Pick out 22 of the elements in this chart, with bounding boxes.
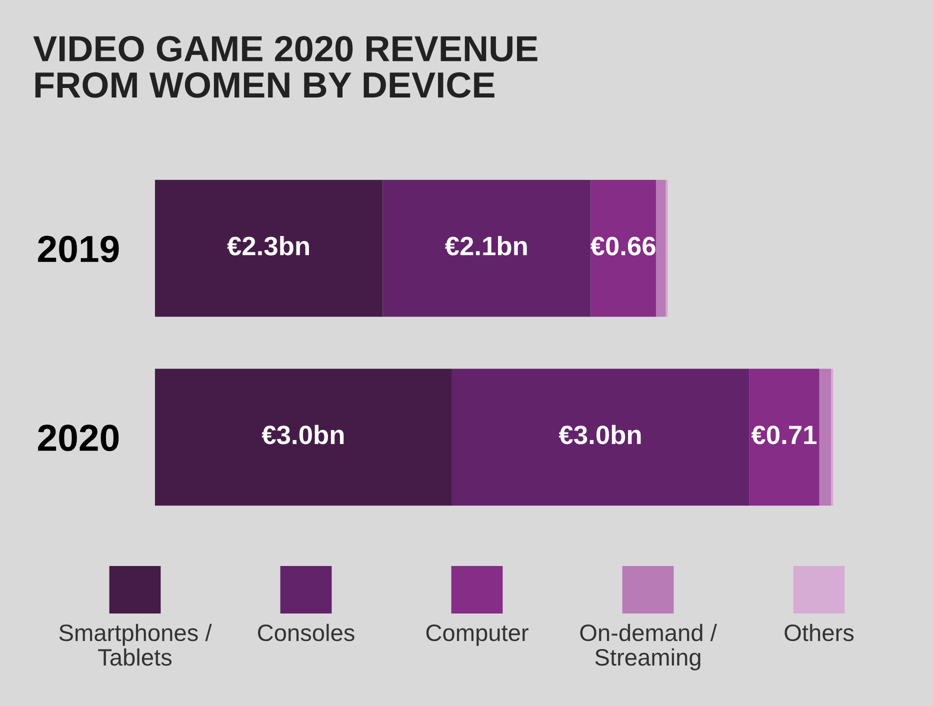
data-label: €0.71 bbox=[751, 426, 817, 444]
legend-label: On-demand / Streaming bbox=[580, 624, 717, 670]
data-label: €3.0bn bbox=[262, 424, 344, 444]
chart-title: VIDEO GAME 2020 REVENUE FROM WOMEN BY DEVICE bbox=[33, 36, 538, 98]
bar bbox=[749, 368, 820, 506]
data-label: €2.3bn bbox=[227, 236, 309, 256]
legend-label: Computer bbox=[426, 624, 528, 646]
bar bbox=[382, 180, 591, 317]
y-tick-label: 2019 bbox=[38, 236, 119, 262]
bar bbox=[819, 368, 832, 506]
bar bbox=[656, 180, 666, 317]
legend-label: Smartphones / Tablets bbox=[59, 624, 212, 666]
bar bbox=[154, 368, 452, 506]
bar bbox=[590, 180, 656, 317]
y-tick-label: 2020 bbox=[38, 424, 119, 452]
bar bbox=[452, 368, 750, 506]
bar bbox=[154, 180, 383, 317]
data-label: €3.0bn bbox=[558, 424, 641, 444]
legend-label: Consoles bbox=[258, 624, 354, 642]
legend-label: Others bbox=[784, 624, 854, 642]
data-label: €0.66 bbox=[590, 236, 656, 256]
data-label: €2.1bn bbox=[444, 236, 527, 256]
